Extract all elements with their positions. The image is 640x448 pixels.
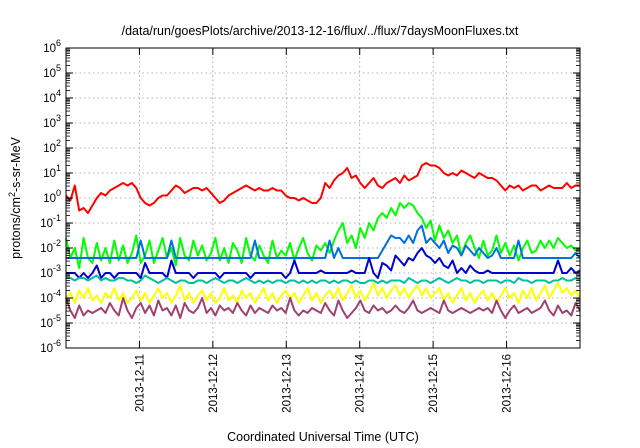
x-tick-label: 2013-12-14 (355, 353, 367, 412)
y-tick-label: 10-2 (40, 238, 61, 255)
y-tick-label: 106 (43, 38, 61, 55)
x-tick-label: 2013-12-16 (502, 354, 514, 413)
y-tick-label: 101 (43, 163, 61, 180)
chart-title: /data/run/goesPlots/archive/2013-12-16/f… (122, 24, 519, 38)
y-tick-label: 10-5 (40, 313, 61, 330)
x-axis-label: Coordinated Universal Time (UTC) (227, 430, 419, 444)
y-tick-label: 104 (43, 88, 61, 105)
series-layer (65, 162, 581, 319)
y-tick-label: 10-1 (40, 213, 61, 230)
x-tick-label: 2013-12-15 (428, 354, 440, 413)
axis-ticks (66, 47, 580, 349)
y-tick-label: 103 (43, 113, 61, 130)
series-line-3 (66, 224, 581, 259)
series-line-6 (65, 282, 581, 304)
x-tick-label: 2013-12-12 (208, 354, 220, 413)
series-line-4 (66, 247, 581, 279)
series-line-2 (65, 202, 581, 269)
y-tick-label: 10-6 (40, 338, 61, 355)
x-tick-labels: 2013-12-11 2013-12-12 2013-12-13 2013-12-14… (134, 353, 513, 412)
grid-lines (66, 48, 580, 348)
x-tick-label: 2013-12-13 (281, 354, 293, 413)
y-tick-label: 10-3 (40, 263, 61, 280)
y-tick-label: 102 (43, 138, 61, 155)
y-tick-labels: 10-6 10-5 10-4 10-3 10-2 10-1 100 101 102 103 104 1… (40, 38, 61, 355)
series-line-5 (66, 274, 581, 284)
series-line-7 (65, 297, 581, 319)
y-tick-label: 105 (43, 63, 61, 80)
y-tick-label: 10-4 (40, 288, 61, 305)
series-line-1 (65, 162, 580, 214)
x-tick-label: 2013-12-11 (134, 354, 146, 412)
y-axis-label: protons/cm2-s-sr-MeV (7, 136, 23, 258)
y-tick-label: 100 (43, 188, 61, 205)
